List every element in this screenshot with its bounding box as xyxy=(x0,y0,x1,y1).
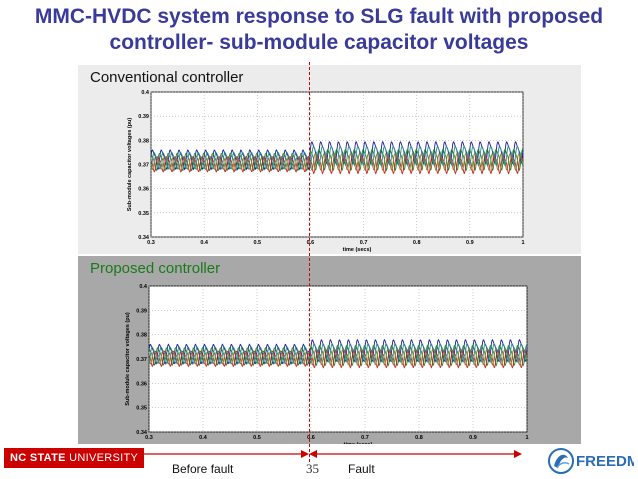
fault-arrow xyxy=(309,450,522,458)
slide-title: MMC-HVDC system response to SLG fault wi… xyxy=(0,4,638,56)
proposed-panel-label: Proposed controller xyxy=(90,260,221,277)
before-fault-label: Before fault xyxy=(172,462,234,476)
x-tick-label: 0.3 xyxy=(145,435,153,441)
series-line xyxy=(148,349,528,369)
x-tick-label: 0.8 xyxy=(415,435,423,441)
x-axis-label: time (secs) xyxy=(343,247,372,253)
slide-title-line1: MMC-HVDC system response to SLG fault wi… xyxy=(34,5,604,28)
series-line xyxy=(148,338,528,366)
x-tick-label: 0.7 xyxy=(360,240,368,246)
y-tick-label: 0.38 xyxy=(138,138,149,144)
x-tick-label: 1 xyxy=(521,240,524,246)
y-axis-label: Sub-module capacitor voltages (pu) xyxy=(127,118,133,212)
y-tick-label: 0.38 xyxy=(136,333,147,339)
x-tick-label: 1 xyxy=(525,435,528,441)
x-tick-label: 0.4 xyxy=(199,435,208,441)
y-tick-label: 0.37 xyxy=(136,357,147,363)
fault-time-marker xyxy=(309,62,310,462)
x-tick-label: 0.6 xyxy=(307,240,315,246)
ncsu-logo: NC STATE UNIVERSITY xyxy=(4,448,145,468)
y-tick-label: 0.36 xyxy=(138,187,149,193)
x-tick-label: 0.5 xyxy=(253,240,261,246)
y-tick-label: 0.39 xyxy=(136,308,147,314)
y-tick-label: 0.4 xyxy=(139,284,148,290)
conventional-panel: Conventional controller 0.3 0.4 0.5 0.6 0.7 0… xyxy=(78,65,581,254)
y-tick-label: 0.37 xyxy=(138,163,149,169)
x-axis-label: time (secs) xyxy=(344,442,373,444)
x-tick-label: 0.9 xyxy=(466,240,474,246)
y-tick-label: 0.35 xyxy=(136,406,147,412)
x-tick-label: 0.7 xyxy=(361,435,369,441)
before-fault-arrow xyxy=(118,450,309,458)
y-tick-label: 0.4 xyxy=(141,90,150,96)
series-line xyxy=(150,145,524,170)
y-tick-label: 0.36 xyxy=(136,381,147,387)
page-number: 35 xyxy=(306,461,319,476)
series-line xyxy=(148,344,528,367)
x-tick-label: 0.3 xyxy=(147,240,155,246)
series-line xyxy=(150,148,524,172)
ncsu-logo-bold: NC STATE xyxy=(10,452,66,464)
y-tick-label: 0.34 xyxy=(136,430,148,436)
y-tick-label: 0.34 xyxy=(138,235,150,241)
series-line xyxy=(148,342,528,365)
x-tick-label: 0.4 xyxy=(200,240,209,246)
x-tick-label: 0.5 xyxy=(253,435,261,441)
slide-title-line2: controller- sub-module capacitor voltage… xyxy=(109,31,529,54)
freedm-logo-text: FREEDM xyxy=(576,453,634,470)
x-tick-label: 0.6 xyxy=(307,435,315,441)
proposed-chart: 0.3 0.4 0.5 0.6 0.7 0.8 0.9 1 0.34 0.35 0.36 0.37 0.… xyxy=(125,284,529,444)
conventional-chart: 0.3 0.4 0.5 0.6 0.7 0.8 0.9 1 0.34 0.35 0.36 0.37 0.… xyxy=(127,90,525,253)
series-line xyxy=(150,154,524,175)
y-tick-label: 0.39 xyxy=(138,114,149,120)
y-axis-label: Sub-module capacitor voltages (pu) xyxy=(125,312,131,406)
proposed-panel: Proposed controller 0.3 0.4 0.5 0.6 0.7 0.8 0.… xyxy=(78,256,581,444)
ncsu-logo-light: UNIVERSITY xyxy=(65,452,139,464)
freedm-logo: FREEDM xyxy=(548,448,634,474)
x-tick-label: 0.9 xyxy=(469,435,477,441)
x-tick-label: 0.8 xyxy=(413,240,421,246)
series-line xyxy=(148,348,528,366)
y-tick-label: 0.35 xyxy=(138,211,149,217)
conventional-panel-label: Conventional controller xyxy=(90,69,244,86)
fault-label: Fault xyxy=(348,462,375,476)
